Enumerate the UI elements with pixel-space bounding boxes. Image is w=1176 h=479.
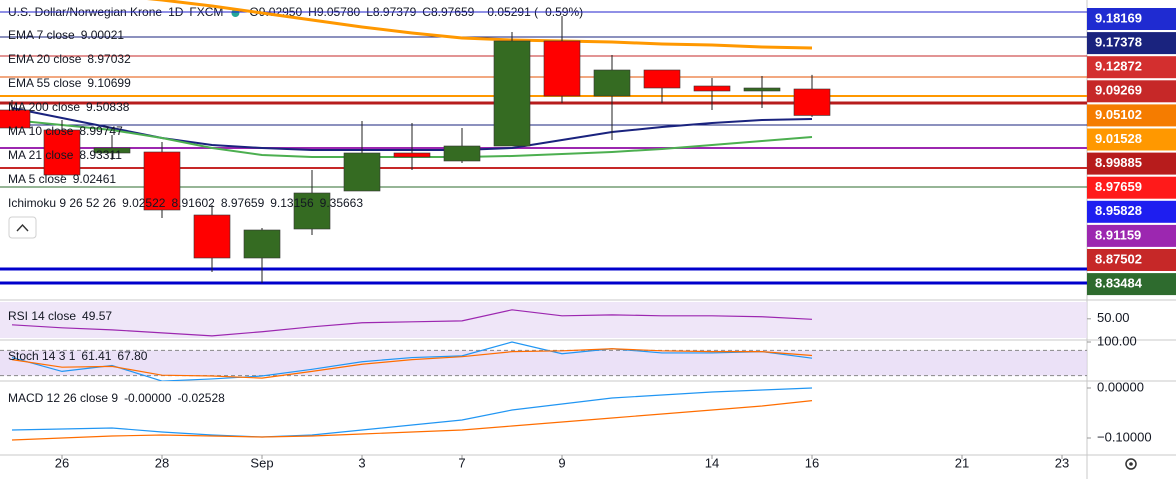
- x-tick-label: 28: [155, 455, 169, 470]
- legend-value: 8.97032: [87, 52, 131, 66]
- candle-body: [393, 152, 431, 158]
- legend-name: MA 21 close: [8, 148, 74, 162]
- x-tick-label: 7: [458, 455, 465, 470]
- candle-body: [693, 85, 731, 92]
- x-tick-label: 9: [558, 455, 565, 470]
- candle-body: [43, 129, 81, 176]
- price-tag: 8.83484: [1095, 276, 1143, 291]
- settings-button[interactable]: [1125, 458, 1137, 470]
- legend-name: EMA 7 close: [8, 28, 75, 42]
- legend-value: 9.35663: [320, 196, 364, 210]
- pane: [11, 387, 813, 441]
- pane: [0, 302, 1087, 338]
- candle-body: [643, 69, 681, 89]
- legend-value: 9.02461: [73, 172, 117, 186]
- candle-body: [193, 214, 231, 259]
- y-tick-label: −0.10000: [1097, 429, 1152, 444]
- legend-value: 9.02522: [122, 196, 166, 210]
- x-tick-label: 14: [705, 455, 719, 470]
- x-tick-label: 16: [805, 455, 819, 470]
- price-tag-bg: [1087, 176, 1176, 199]
- price-tag: 8.97659: [1095, 179, 1142, 194]
- y-tick-label: 100.00: [1097, 333, 1137, 348]
- legend-value: 8.93311: [79, 148, 122, 162]
- x-tick-label: 26: [55, 455, 69, 470]
- candle-body: [293, 192, 331, 230]
- x-tick-label: 3: [358, 455, 365, 470]
- price-tag-bg: [1087, 273, 1176, 296]
- legend-value: 61.41: [81, 349, 111, 363]
- price-tag-bg: [1087, 8, 1176, 30]
- price-tag: 8.91159: [1095, 227, 1141, 242]
- x-tick-label: 21: [955, 455, 969, 470]
- indicator-line: [146, 0, 813, 50]
- legend-value: 9.00021: [81, 28, 125, 42]
- legend-value: 8.97659: [221, 196, 265, 210]
- pane-title: MACD 12 26 close 9: [8, 391, 118, 405]
- legend-name: EMA 55 close: [8, 76, 82, 90]
- price-tag-bg: [1087, 200, 1176, 223]
- price-tag: 9.09269: [1095, 83, 1142, 98]
- legend-name: MA 5 close: [8, 172, 67, 186]
- legend-value: -0.00000: [124, 391, 172, 405]
- legend-value: 9.13156: [270, 196, 314, 210]
- price-tag: 8.95828: [1095, 203, 1142, 218]
- pane: [0, 0, 1087, 285]
- candle-body: [493, 40, 531, 147]
- y-tick-label: 50.00: [1097, 310, 1130, 325]
- indicator-band: [0, 350, 1087, 376]
- legend-value: 49.57: [82, 309, 112, 323]
- y-tick-label: 0.00000: [1097, 379, 1144, 394]
- indicator-line: [11, 348, 813, 379]
- x-tick-label: 23: [1055, 455, 1069, 470]
- indicator-line: [11, 400, 813, 441]
- legend-value: 9.10699: [87, 76, 131, 90]
- candle-body: [143, 151, 181, 211]
- collapse-button[interactable]: [8, 216, 37, 239]
- indicator-line: [11, 341, 813, 381]
- price-tag-bg: [1087, 152, 1176, 175]
- price-tag: 9.17378: [1095, 35, 1142, 50]
- candle-body: [543, 40, 581, 97]
- x-tick-label: Sep: [250, 455, 273, 470]
- candle-body: [0, 109, 31, 129]
- price-tag-bg: [1087, 128, 1176, 151]
- price-tag-bg: [1087, 32, 1176, 55]
- legend-name: Ichimoku 9 26 52 26: [8, 196, 116, 210]
- pane-title: Stoch 14 3 1: [8, 349, 76, 363]
- price-tag: 9.05102: [1095, 107, 1142, 122]
- legend-value: 9.50838: [86, 100, 130, 114]
- price-tag-bg: [1087, 56, 1176, 79]
- price-tag: 8.99885: [1095, 155, 1142, 170]
- legend-value: 67.80: [117, 349, 147, 363]
- price-tag: 9.18169: [1095, 10, 1142, 25]
- price-tag-bg: [1087, 80, 1176, 103]
- price-tag: 8.87502: [1095, 251, 1142, 266]
- candle-body: [443, 145, 481, 162]
- price-tag: 9.01528: [1095, 131, 1142, 146]
- legend-name: MA 10 close: [8, 124, 74, 138]
- candle-body: [243, 229, 281, 259]
- legend-value: -0.02528: [177, 391, 225, 405]
- indicator-line: [11, 309, 813, 337]
- pane: [0, 341, 1087, 381]
- legend-value: 8.91602: [171, 196, 215, 210]
- price-tag: 9.12872: [1095, 59, 1142, 74]
- indicator-line: [11, 387, 813, 438]
- legend-value: 8.99747: [79, 124, 123, 138]
- price-tag-bg: [1087, 249, 1176, 271]
- legend-name: MA 200 close: [8, 100, 80, 114]
- candle-body: [343, 152, 381, 192]
- candle-body: [793, 88, 831, 116]
- pane-title: RSI 14 close: [8, 309, 76, 323]
- candle-body: [93, 147, 131, 154]
- price-tag-bg: [1087, 104, 1176, 127]
- candle-body: [593, 69, 631, 97]
- indicator-band: [0, 302, 1087, 338]
- price-tag-bg: [1087, 224, 1176, 247]
- candle-body: [743, 87, 781, 92]
- legend-name: EMA 20 close: [8, 52, 82, 66]
